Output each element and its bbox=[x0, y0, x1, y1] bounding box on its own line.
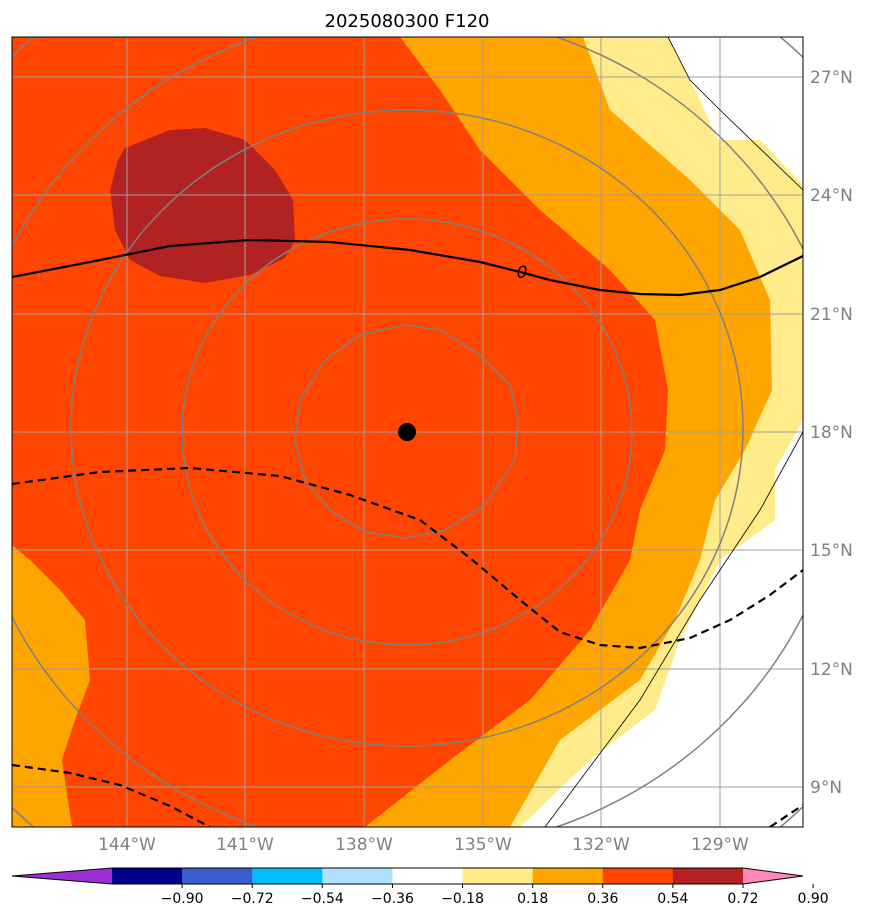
colorbar: −0.90 −0.72 −0.54 −0.36 −0.18 0.18 0.36 0.54 0.7… bbox=[11, 867, 829, 907]
boundary-lines bbox=[544, 37, 803, 827]
range-ring-3 bbox=[70, 109, 744, 747]
colorbar-segment bbox=[462, 868, 534, 884]
colorbar-extend-max bbox=[743, 868, 803, 884]
colorbar-segment bbox=[532, 868, 604, 884]
contour-label: 0 bbox=[517, 263, 528, 283]
lon-label: 144°W bbox=[98, 835, 156, 855]
colorbar-segment bbox=[672, 868, 744, 884]
colorbar-tick-label: −0.72 bbox=[231, 891, 274, 907]
dashed-contour-upper bbox=[12, 466, 803, 650]
lat-label: 9°N bbox=[810, 778, 842, 798]
colorbar-tick-label: −0.36 bbox=[371, 891, 414, 907]
lat-label: 15°N bbox=[810, 541, 853, 561]
field-0.72-0.90 bbox=[110, 128, 295, 283]
plot-title: 2025080300 F120 bbox=[325, 11, 490, 32]
dashed-contour-lower bbox=[12, 763, 211, 827]
lon-label: 129°W bbox=[691, 835, 749, 855]
graticule bbox=[12, 37, 803, 827]
colorbar-tick-label: −0.18 bbox=[441, 891, 484, 907]
map-frame bbox=[11, 36, 804, 828]
lat-label: 27°N bbox=[810, 68, 853, 88]
colorbar-tick-label: 0.72 bbox=[727, 891, 758, 907]
lon-label: 141°W bbox=[216, 835, 274, 855]
negative-contours bbox=[12, 466, 803, 827]
colorbar-extend-min bbox=[12, 868, 112, 884]
storm-center-marker bbox=[398, 423, 416, 441]
range-ring-2 bbox=[181, 218, 633, 646]
longitude-labels: 144°W 141°W 138°W 135°W 132°W 129°W bbox=[98, 835, 749, 855]
range-ring-1 bbox=[294, 324, 519, 539]
lon-label: 135°W bbox=[454, 835, 512, 855]
lon-label: 132°W bbox=[572, 835, 630, 855]
colorbar-segment bbox=[322, 868, 393, 884]
colorbar-tick-label: 0.18 bbox=[517, 891, 548, 907]
colorbar-tick-label: −0.54 bbox=[301, 891, 344, 907]
colorbar-segment bbox=[182, 868, 253, 884]
dashed-contour-corner bbox=[769, 804, 803, 827]
lat-label: 21°N bbox=[810, 305, 853, 325]
colorbar-tick-label: 0.36 bbox=[587, 891, 618, 907]
lat-label: 24°N bbox=[810, 186, 853, 206]
colorbar-segment bbox=[112, 868, 183, 884]
lat-label: 12°N bbox=[810, 660, 853, 680]
contour-zero-line bbox=[12, 238, 803, 297]
colorbar-segment bbox=[252, 868, 323, 884]
colorbar-segment bbox=[602, 868, 674, 884]
colorbar-segment bbox=[392, 868, 464, 884]
lon-label: 138°W bbox=[335, 835, 393, 855]
colorbar-outline bbox=[11, 867, 804, 885]
colorbar-tick-label: 0.54 bbox=[657, 891, 688, 907]
colorbar-tick-label: 0.90 bbox=[798, 891, 829, 907]
lat-label: 18°N bbox=[810, 423, 853, 443]
latitude-labels: 27°N 24°N 21°N 18°N 15°N 12°N 9°N bbox=[810, 68, 853, 798]
colorbar-tick-label: −0.90 bbox=[161, 891, 204, 907]
